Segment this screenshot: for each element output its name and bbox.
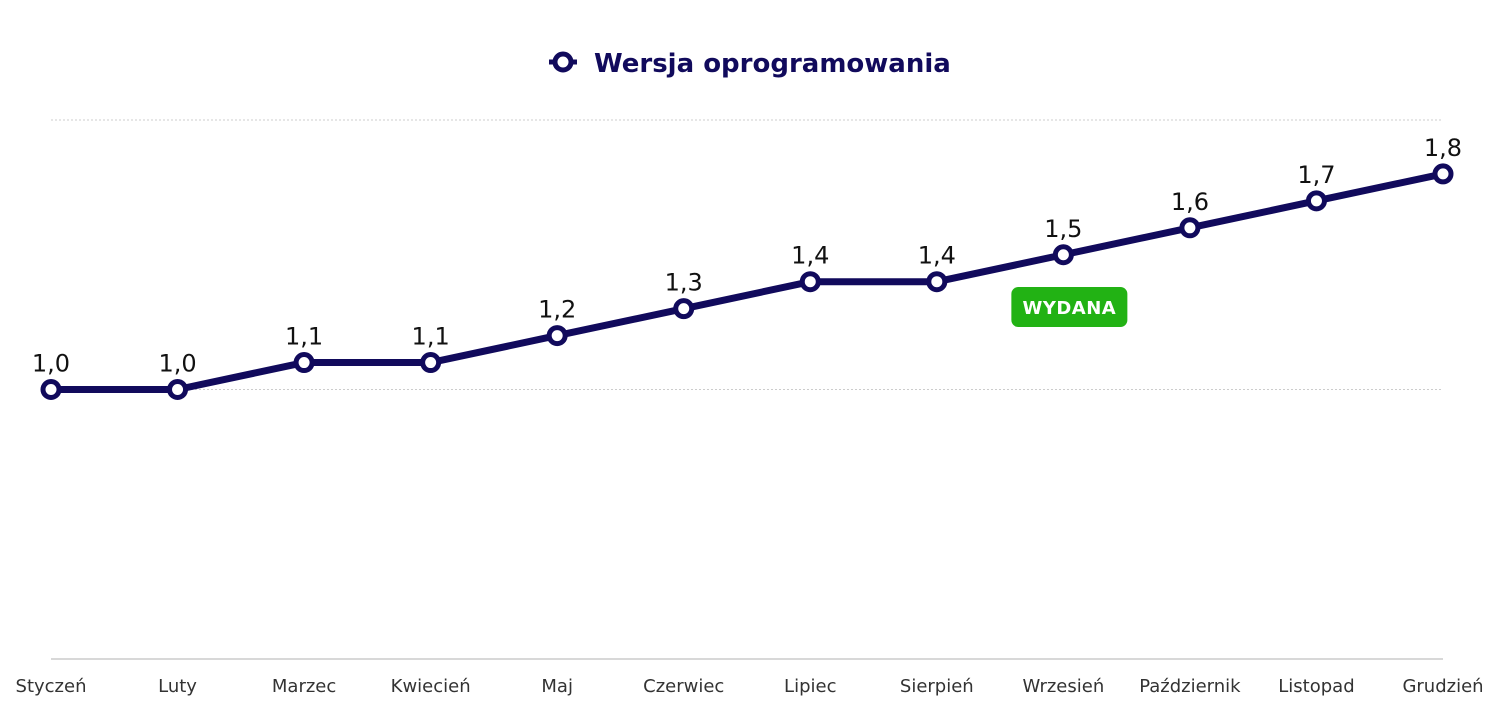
- series-markers: [40, 163, 1454, 400]
- data-point: [1179, 217, 1201, 239]
- data-label: 1,7: [1297, 161, 1335, 189]
- series-line-layer: [47, 170, 1447, 393]
- x-tick-label: Luty: [158, 676, 197, 697]
- x-tick-label: Grudzień: [1402, 676, 1483, 697]
- legend: Wersja oprogramowania: [549, 49, 951, 79]
- x-tick-label: Czerwiec: [643, 676, 724, 697]
- data-label: 1,8: [1424, 134, 1462, 162]
- x-tick-label: Listopad: [1278, 676, 1354, 697]
- data-label: 1,6: [1171, 188, 1209, 216]
- data-label: 1,2: [538, 296, 576, 324]
- data-label: 1,0: [158, 350, 196, 378]
- annotation-badge-bg: [1011, 287, 1128, 327]
- series-line: [47, 170, 1447, 393]
- data-label: 1,0: [32, 350, 70, 378]
- legend-label: Wersja oprogramowania: [594, 49, 951, 79]
- annotation-badge-label: WYDANA: [1022, 298, 1116, 319]
- annotation-badge: WYDANA: [1011, 287, 1128, 327]
- data-label: 1,4: [918, 242, 956, 270]
- data-point: [799, 271, 821, 293]
- data-point: [1432, 163, 1454, 185]
- x-tick-label: Lipiec: [784, 676, 836, 697]
- data-point: [673, 298, 695, 320]
- annotation-layer: WYDANA: [1011, 287, 1128, 327]
- x-tick-label: Kwiecień: [391, 676, 471, 697]
- data-point: [546, 325, 568, 347]
- x-tick-label: Maj: [541, 676, 573, 697]
- legend-marker-icon: [549, 51, 577, 73]
- x-tick-label: Marzec: [272, 676, 336, 697]
- data-point: [926, 271, 948, 293]
- x-axis: Styczeń Luty Marzec Kwiecień Maj Czerwiec Lipi…: [16, 658, 1484, 697]
- data-point: [1052, 244, 1074, 266]
- data-label: 1,1: [285, 323, 323, 351]
- data-labels: 1,0 1,0 1,1 1,1 1,2 1,3 1,4 1,4 1,5 1,6 1,7 1,8: [32, 134, 1462, 378]
- x-tick-label: Październik: [1139, 676, 1241, 697]
- data-point: [1305, 190, 1327, 212]
- x-tick-label: Wrzesień: [1022, 676, 1104, 697]
- data-label: 1,1: [412, 323, 450, 351]
- data-label: 1,4: [791, 242, 829, 270]
- grid-layer: [51, 119, 1443, 390]
- data-label: 1,5: [1044, 215, 1082, 243]
- x-tick-label: Styczeń: [16, 676, 87, 697]
- data-label: 1,3: [665, 269, 703, 297]
- data-point: [167, 379, 189, 400]
- data-point: [40, 379, 62, 400]
- data-point: [420, 352, 442, 374]
- x-tick-label: Sierpień: [900, 676, 974, 697]
- data-point: [293, 352, 315, 374]
